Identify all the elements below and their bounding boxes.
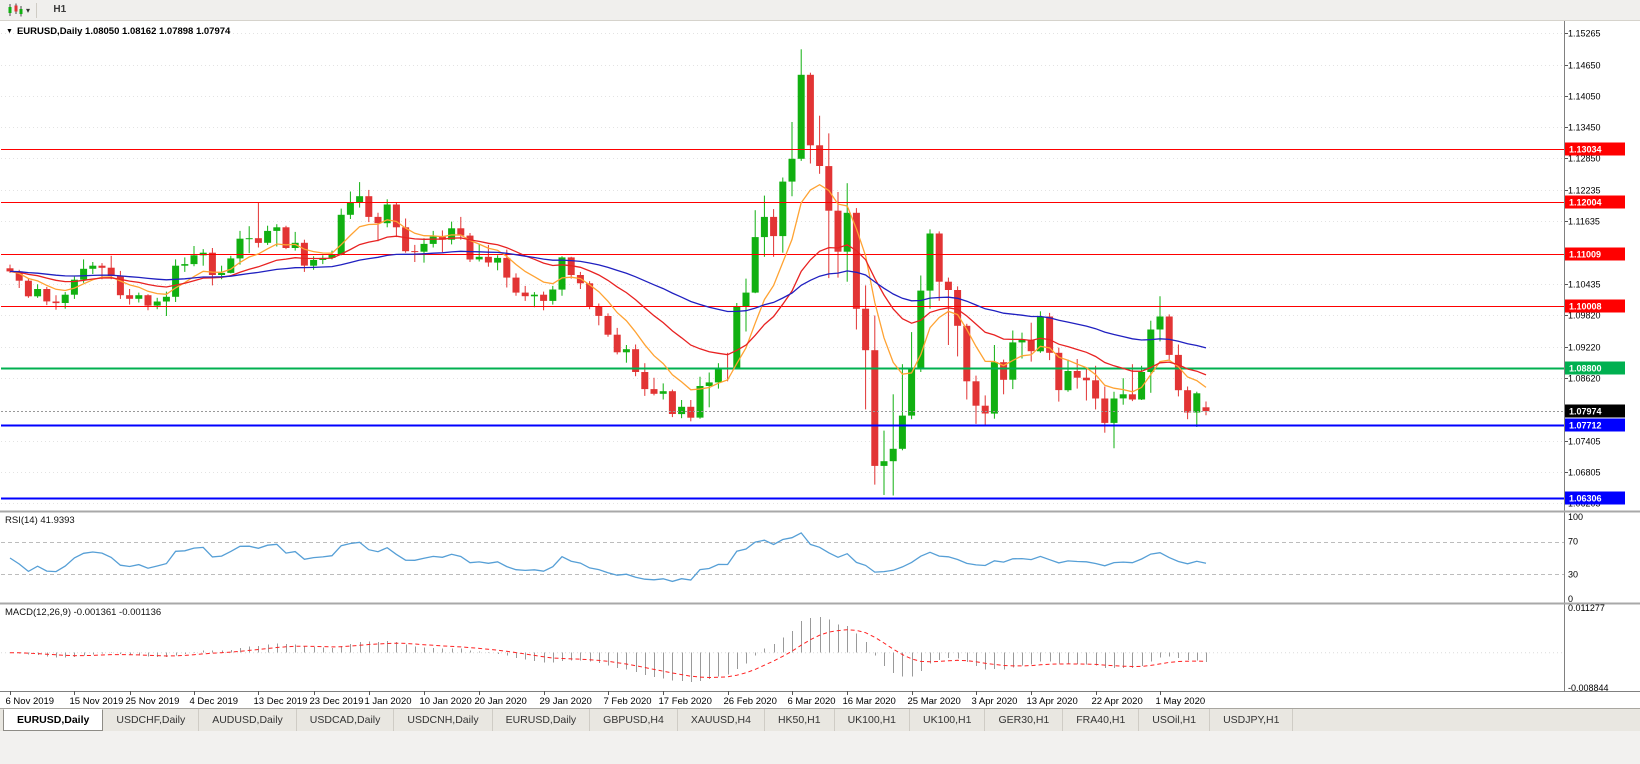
chart-canvas[interactable]: 1.15265 1.14650 1.14050 1.13450 1.12850 1.122… — [0, 21, 1640, 708]
chart-title: ▼ EURUSD,Daily 1.08050 1.08162 1.07898 1… — [6, 26, 230, 37]
time-axis-label: 1 Jan 2020 — [365, 696, 412, 707]
chart-tabs: EURUSD,Daily USDCHF,Daily AUDUSD,Daily USDC… — [0, 708, 1640, 731]
price-tags-layer: 1.13034 1.12004 1.11009 1.10008 1.08800 1.077… — [1565, 142, 1625, 505]
chart-svg: 1.15265 1.14650 1.14050 1.13450 1.12850 1.122… — [0, 21, 1640, 707]
svg-text:1.14650: 1.14650 — [1568, 61, 1601, 71]
chart-tab-USDCHF-Daily[interactable]: USDCHF,Daily — [103, 709, 200, 731]
svg-text:1.15265: 1.15265 — [1568, 29, 1601, 39]
macd-panel: 0.011277 -0.008844 — [1, 603, 1609, 693]
price-tag-1.10008 — [1565, 299, 1625, 313]
time-axis-label: 13 Dec 2019 — [254, 696, 308, 707]
current-price-tag — [1565, 404, 1625, 418]
candles-layer — [6, 49, 1210, 496]
price-tag-1.06306 — [1565, 491, 1625, 505]
svg-text:1.14050: 1.14050 — [1568, 92, 1601, 102]
time-axis-label: 7 Feb 2020 — [604, 696, 652, 707]
svg-text:70: 70 — [1568, 537, 1578, 547]
chart-tab-XAUUSD-H4[interactable]: XAUUSD,H4 — [678, 709, 765, 731]
svg-text:30: 30 — [1568, 569, 1578, 579]
svg-text:1.10008: 1.10008 — [1569, 302, 1602, 312]
chart-tab-UK100-H1[interactable]: UK100,H1 — [910, 709, 986, 731]
chart-tab-USOil-H1[interactable]: USOil,H1 — [1139, 709, 1211, 731]
svg-text:1.11009: 1.11009 — [1569, 250, 1601, 260]
moving-average-55-line — [9, 250, 1207, 349]
svg-text:1.09220: 1.09220 — [1568, 343, 1601, 353]
time-axis-label: 20 Jan 2020 — [475, 696, 527, 707]
svg-text:1.07712: 1.07712 — [1569, 421, 1602, 431]
time-axis-label: 4 Dec 2019 — [190, 696, 239, 707]
chart-tab-USDCNH-Daily[interactable]: USDCNH,Daily — [394, 709, 493, 731]
chart-type-dropdown-caret[interactable]: ▾ — [26, 5, 31, 15]
chart-tab-GBPUSD-H4[interactable]: GBPUSD,H4 — [590, 709, 678, 731]
svg-text:1.07974: 1.07974 — [1569, 407, 1602, 417]
chart-tab-FRA40-H1[interactable]: FRA40,H1 — [1063, 709, 1140, 731]
price-tag-1.12004 — [1565, 195, 1625, 209]
rsi-line — [9, 532, 1207, 583]
moving-average-8-line — [9, 183, 1207, 393]
chart-tab-UK100-H1[interactable]: UK100,H1 — [835, 709, 911, 731]
moving-average-21-line — [9, 235, 1207, 376]
svg-text:1.06805: 1.06805 — [1568, 468, 1601, 478]
price-tag-1.13034 — [1565, 142, 1625, 156]
svg-text:100: 100 — [1568, 512, 1583, 522]
chart-tab-USDJPY-H1[interactable]: USDJPY,H1 — [1210, 709, 1294, 731]
time-axis-label: 6 Mar 2020 — [788, 696, 836, 707]
time-axis-label: 25 Nov 2019 — [126, 696, 180, 707]
svg-text:1.06306: 1.06306 — [1569, 494, 1602, 504]
time-axis-label: 16 Mar 2020 — [843, 696, 896, 707]
time-axis-label: 17 Feb 2020 — [659, 696, 712, 707]
timeframe-button-H1[interactable]: H1 — [53, 4, 67, 15]
time-axis-label: 6 Nov 2019 — [6, 696, 55, 707]
price-tag-1.08800 — [1565, 361, 1625, 375]
time-axis-label: 1 May 2020 — [1156, 696, 1206, 707]
svg-text:1.09820: 1.09820 — [1568, 311, 1601, 321]
time-axis-label: 13 Apr 2020 — [1027, 696, 1078, 707]
toolbar: ▾ M1M5M15M30H1H4D1W1MN — [0, 0, 1640, 87]
svg-text:1.12235: 1.12235 — [1568, 186, 1601, 196]
chart-tab-GER30-H1[interactable]: GER30,H1 — [985, 709, 1064, 731]
svg-text:1.11635: 1.11635 — [1568, 217, 1600, 227]
chart-tab-EURUSD-Daily[interactable]: EURUSD,Daily — [493, 709, 591, 731]
chart-tab-AUDUSD-Daily[interactable]: AUDUSD,Daily — [199, 709, 297, 731]
chart-tab-EURUSD-Daily[interactable]: EURUSD,Daily — [3, 709, 104, 731]
time-axis-label: 22 Apr 2020 — [1092, 696, 1143, 707]
svg-text:1.08620: 1.08620 — [1568, 374, 1601, 384]
bottom-filler — [0, 731, 1640, 764]
chart-collapse-icon[interactable]: ▼ — [6, 28, 13, 35]
svg-text:1.08800: 1.08800 — [1569, 364, 1602, 374]
price-tag-1.11009 — [1565, 247, 1625, 261]
svg-text:1.10435: 1.10435 — [1568, 280, 1601, 290]
svg-text:1.13034: 1.13034 — [1569, 145, 1602, 155]
macd-label: MACD(12,26,9) -0.001361 -0.001136 — [5, 607, 162, 618]
time-axis-label: 26 Feb 2020 — [724, 696, 777, 707]
chart-tab-HK50-H1[interactable]: HK50,H1 — [765, 709, 835, 731]
time-axis-label: 15 Nov 2019 — [70, 696, 124, 707]
toolbar-separator — [36, 2, 38, 18]
level-lines-layer — [1, 149, 1564, 500]
time-axis: 6 Nov 2019 15 Nov 2019 25 Nov 2019 4 Dec 20… — [6, 691, 1206, 707]
svg-text:0.011277: 0.011277 — [1568, 603, 1605, 613]
chart-tab-USDCAD-Daily[interactable]: USDCAD,Daily — [297, 709, 395, 731]
time-axis-label: 3 Apr 2020 — [972, 696, 1018, 707]
svg-text:1.12850: 1.12850 — [1568, 154, 1601, 164]
chart-ohlc-title: EURUSD,Daily 1.08050 1.08162 1.07898 1.0… — [16, 26, 231, 37]
rsi-label: RSI(14) 41.9393 — [5, 515, 75, 526]
chart-frame — [0, 21, 1640, 692]
time-axis-label: 29 Jan 2020 — [540, 696, 592, 707]
grid-layer: 1.15265 1.14650 1.14050 1.13450 1.12850 1.122… — [1, 29, 1601, 509]
time-axis-label: 25 Mar 2020 — [908, 696, 961, 707]
svg-text:1.13450: 1.13450 — [1568, 123, 1601, 133]
svg-text:1.07405: 1.07405 — [1568, 437, 1601, 447]
price-tag-1.07712 — [1565, 418, 1625, 432]
svg-text:0: 0 — [1568, 594, 1573, 604]
svg-text:-0.008844: -0.008844 — [1568, 683, 1609, 693]
macd-signal-line — [9, 629, 1207, 679]
time-axis-label: 23 Dec 2019 — [310, 696, 364, 707]
macd-histogram — [19, 617, 1207, 683]
svg-text:1.12004: 1.12004 — [1569, 198, 1602, 208]
time-axis-label: 10 Jan 2020 — [420, 696, 472, 707]
chart-type-icon[interactable] — [4, 3, 26, 17]
rsi-panel: 100 70 30 0 — [1, 512, 1583, 604]
